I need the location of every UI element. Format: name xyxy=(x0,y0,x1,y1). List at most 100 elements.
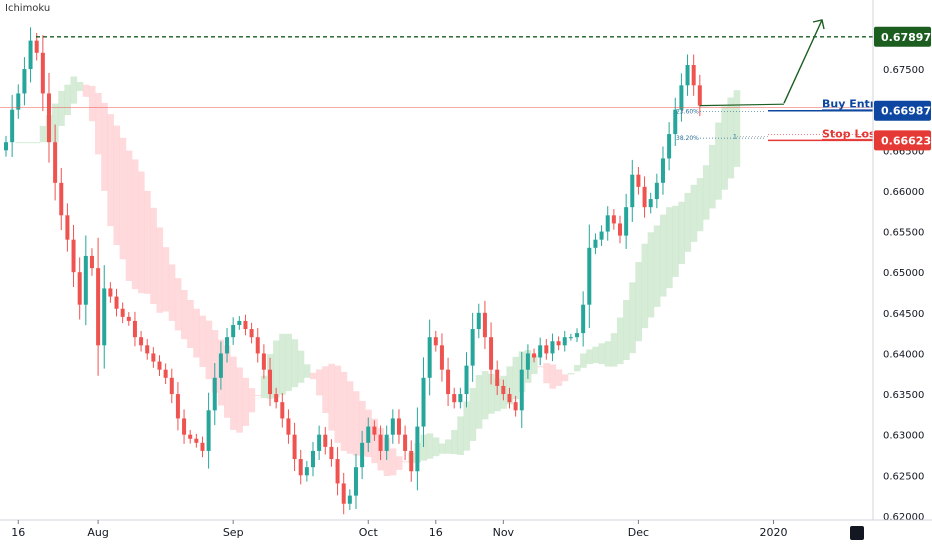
candle xyxy=(360,430,365,480)
candle-body xyxy=(218,353,223,378)
candle xyxy=(599,225,604,246)
ichimoku-cloud xyxy=(15,76,741,476)
cloud-segment xyxy=(303,364,311,378)
price-tick-label: 0.66000 xyxy=(883,187,924,198)
cloud-segment xyxy=(623,299,630,360)
candle-body xyxy=(507,394,512,403)
candle-body xyxy=(403,434,408,451)
candle-body xyxy=(329,446,334,460)
candle-body xyxy=(89,255,94,269)
candle-body xyxy=(96,268,101,346)
cloud-segment xyxy=(144,190,151,294)
price-axis: 0.675000.670000.665000.660000.655000.650… xyxy=(872,0,932,550)
candle xyxy=(427,319,432,396)
cloud-segment xyxy=(469,387,477,441)
candle xyxy=(329,439,334,467)
candle-body xyxy=(317,434,322,451)
candle-body xyxy=(691,65,696,86)
candle xyxy=(10,94,15,157)
cloud-segment xyxy=(21,142,28,144)
candle-body xyxy=(464,365,469,395)
cloud-segment xyxy=(402,461,409,463)
candle xyxy=(446,357,451,407)
time-tick-label: 2020 xyxy=(760,526,788,539)
cloud-segment xyxy=(647,232,655,318)
candle-body xyxy=(384,434,389,451)
candle xyxy=(126,312,131,326)
candle xyxy=(114,288,119,317)
candle-series xyxy=(4,27,702,515)
cloud-segment xyxy=(82,84,90,97)
cloud-segment xyxy=(709,144,716,209)
candle xyxy=(636,167,641,195)
candle-body xyxy=(495,369,500,386)
candle xyxy=(568,333,573,341)
candle-body xyxy=(390,418,395,435)
cloud-segment xyxy=(291,339,299,388)
candle-body xyxy=(83,255,88,305)
cloud-segment xyxy=(162,247,170,312)
candle-body xyxy=(298,459,303,476)
candle xyxy=(218,341,223,390)
cloud-segment xyxy=(260,375,268,399)
candle xyxy=(40,35,45,112)
price-tick-label: 0.63000 xyxy=(883,431,924,442)
cloud-segment xyxy=(352,391,360,456)
candle xyxy=(495,360,500,396)
cloud-segment xyxy=(389,448,397,476)
fib-label-382: 38.20% xyxy=(676,135,699,142)
candle-body xyxy=(630,174,635,208)
candle-body xyxy=(212,377,217,411)
candle-body xyxy=(538,345,543,358)
candle-body xyxy=(163,369,168,378)
candle xyxy=(175,382,180,431)
candle-body xyxy=(360,442,365,468)
cloud-segment xyxy=(457,416,464,455)
cloud-segment xyxy=(395,456,403,470)
candle xyxy=(212,363,217,426)
candle xyxy=(452,387,457,409)
candle-body xyxy=(274,394,279,403)
cloud-segment xyxy=(205,320,213,380)
candle-body xyxy=(575,333,580,338)
cloud-segment xyxy=(537,366,544,368)
candle xyxy=(415,407,420,491)
projection-hook xyxy=(699,103,785,107)
candle xyxy=(53,124,58,201)
candle-body xyxy=(660,158,665,183)
candle-body xyxy=(243,320,248,330)
cloud-segment xyxy=(248,388,256,413)
candle-body xyxy=(108,288,113,297)
cloud-segment xyxy=(236,367,243,433)
candle-body xyxy=(28,40,33,70)
candle xyxy=(83,235,88,326)
logo-mark xyxy=(850,526,864,540)
cloud-segment xyxy=(95,92,102,155)
candle xyxy=(261,344,266,379)
cloud-segment xyxy=(702,165,710,220)
candle-body xyxy=(581,304,586,334)
candle-body xyxy=(525,353,530,370)
candle xyxy=(403,425,408,461)
candle xyxy=(439,333,444,382)
candle-body xyxy=(292,434,297,460)
candle xyxy=(323,427,328,455)
candle xyxy=(255,328,260,363)
cloud-segment xyxy=(629,282,636,354)
cloud-segment xyxy=(180,290,188,340)
cloud-segment xyxy=(58,91,65,126)
candle-body xyxy=(40,52,45,94)
candle xyxy=(624,193,629,249)
candle xyxy=(575,328,580,343)
candle xyxy=(532,348,537,363)
cloud-segment xyxy=(635,262,642,342)
cloud-segment xyxy=(309,372,317,380)
price-axis-bg xyxy=(873,0,932,550)
candle xyxy=(685,54,690,96)
candle-body xyxy=(225,337,230,354)
cloud-segment xyxy=(52,103,59,143)
cloud-segment xyxy=(573,364,581,372)
candle-body xyxy=(59,182,64,216)
cloud-segment xyxy=(475,375,483,429)
